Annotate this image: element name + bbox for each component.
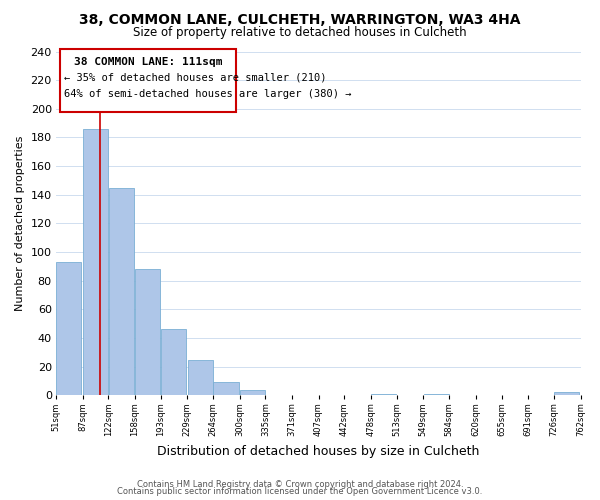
Text: 38, COMMON LANE, CULCHETH, WARRINGTON, WA3 4HA: 38, COMMON LANE, CULCHETH, WARRINGTON, W… xyxy=(79,12,521,26)
Bar xyxy=(83,129,108,396)
Text: Contains public sector information licensed under the Open Government Licence v3: Contains public sector information licen… xyxy=(118,487,482,496)
Text: Contains HM Land Registry data © Crown copyright and database right 2024.: Contains HM Land Registry data © Crown c… xyxy=(137,480,463,489)
Bar xyxy=(109,188,134,396)
Bar xyxy=(554,392,580,396)
Bar xyxy=(371,394,397,396)
Bar xyxy=(135,270,160,396)
Text: 64% of semi-detached houses are larger (380) →: 64% of semi-detached houses are larger (… xyxy=(64,89,352,99)
Bar xyxy=(240,390,265,396)
Y-axis label: Number of detached properties: Number of detached properties xyxy=(15,136,25,311)
Bar xyxy=(56,262,82,396)
Bar xyxy=(214,382,239,396)
Bar xyxy=(61,48,236,112)
X-axis label: Distribution of detached houses by size in Culcheth: Distribution of detached houses by size … xyxy=(157,444,479,458)
Text: 38 COMMON LANE: 111sqm: 38 COMMON LANE: 111sqm xyxy=(74,57,223,67)
Bar xyxy=(424,394,449,396)
Text: Size of property relative to detached houses in Culcheth: Size of property relative to detached ho… xyxy=(133,26,467,39)
Text: ← 35% of detached houses are smaller (210): ← 35% of detached houses are smaller (21… xyxy=(64,73,326,83)
Bar xyxy=(188,360,213,396)
Bar xyxy=(161,330,186,396)
